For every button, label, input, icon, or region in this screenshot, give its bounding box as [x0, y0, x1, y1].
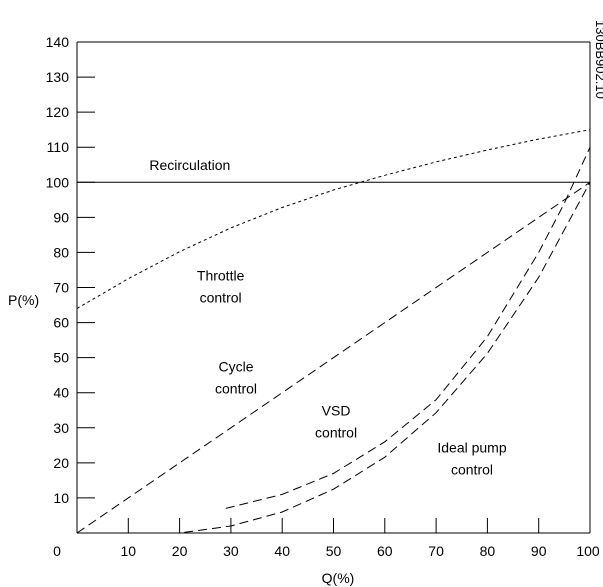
series-line-cycle	[76, 181, 591, 534]
series-line-throttle	[76, 129, 591, 309]
plot-frame	[76, 41, 591, 534]
annotation-line: Throttle	[197, 267, 245, 283]
series-line-vsd	[225, 146, 591, 509]
x-axis-ticks: 0 10 20 30 40 50 60 70 80 90 100	[53, 518, 600, 559]
annotation-vsd: VSD control	[315, 403, 357, 441]
annotation-line: Ideal pump	[437, 439, 506, 455]
x-tick-label: 0	[53, 543, 61, 559]
series-line-ideal	[128, 182, 591, 534]
y-tick-label: 120	[46, 104, 70, 120]
x-tick-label: 80	[480, 543, 496, 559]
y-tick-label: 30	[53, 420, 69, 436]
annotation-line: Cycle	[219, 359, 254, 375]
series-layer	[76, 129, 591, 534]
y-tick-label: 110	[47, 139, 70, 155]
annotation-layer: Recirculation Throttle control Cycle control…	[149, 157, 506, 477]
x-tick-label: 40	[274, 543, 290, 559]
annotation-throttle: Throttle control	[197, 267, 245, 305]
annotation-cycle: Cycle control	[215, 359, 257, 397]
y-tick-label: 140	[46, 34, 70, 50]
y-tick-label: 80	[53, 244, 69, 260]
x-tick-label: 100	[576, 543, 600, 559]
annotation-line: control	[315, 425, 357, 441]
x-tick-label: 90	[531, 543, 547, 559]
y-tick-label: 20	[53, 455, 69, 471]
annotation-line: control	[215, 381, 257, 397]
y-tick-label: 40	[53, 385, 69, 401]
y-tick-label: 60	[53, 315, 69, 331]
y-tick-label: 10	[53, 490, 69, 506]
annotation-line: Recirculation	[149, 157, 230, 173]
x-tick-label: 10	[121, 543, 137, 559]
y-tick-label: 70	[53, 280, 69, 296]
annotation-ideal: Ideal pump control	[437, 439, 506, 477]
x-tick-label: 20	[172, 543, 188, 559]
figure-code: 130BB902.10	[593, 20, 603, 99]
y-tick-label: 100	[46, 174, 70, 190]
x-tick-label: 60	[377, 543, 393, 559]
annotation-line: control	[451, 461, 493, 477]
x-tick-label: 50	[326, 543, 342, 559]
annotation-line: control	[200, 289, 242, 305]
annotation-recirculation: Recirculation	[149, 157, 230, 173]
y-tick-label: 130	[46, 69, 70, 85]
x-tick-label: 70	[428, 543, 444, 559]
y-tick-label: 50	[53, 350, 69, 366]
y-axis-ticks: 10 20 30 40 50 60 70 80 90 100 110 120 130 140	[46, 34, 95, 506]
x-tick-label: 30	[223, 543, 239, 559]
y-tick-label: 90	[53, 209, 69, 225]
x-axis-label: Q(%)	[322, 570, 355, 586]
y-axis-label: P(%)	[8, 292, 39, 308]
annotation-line: VSD	[322, 403, 351, 419]
